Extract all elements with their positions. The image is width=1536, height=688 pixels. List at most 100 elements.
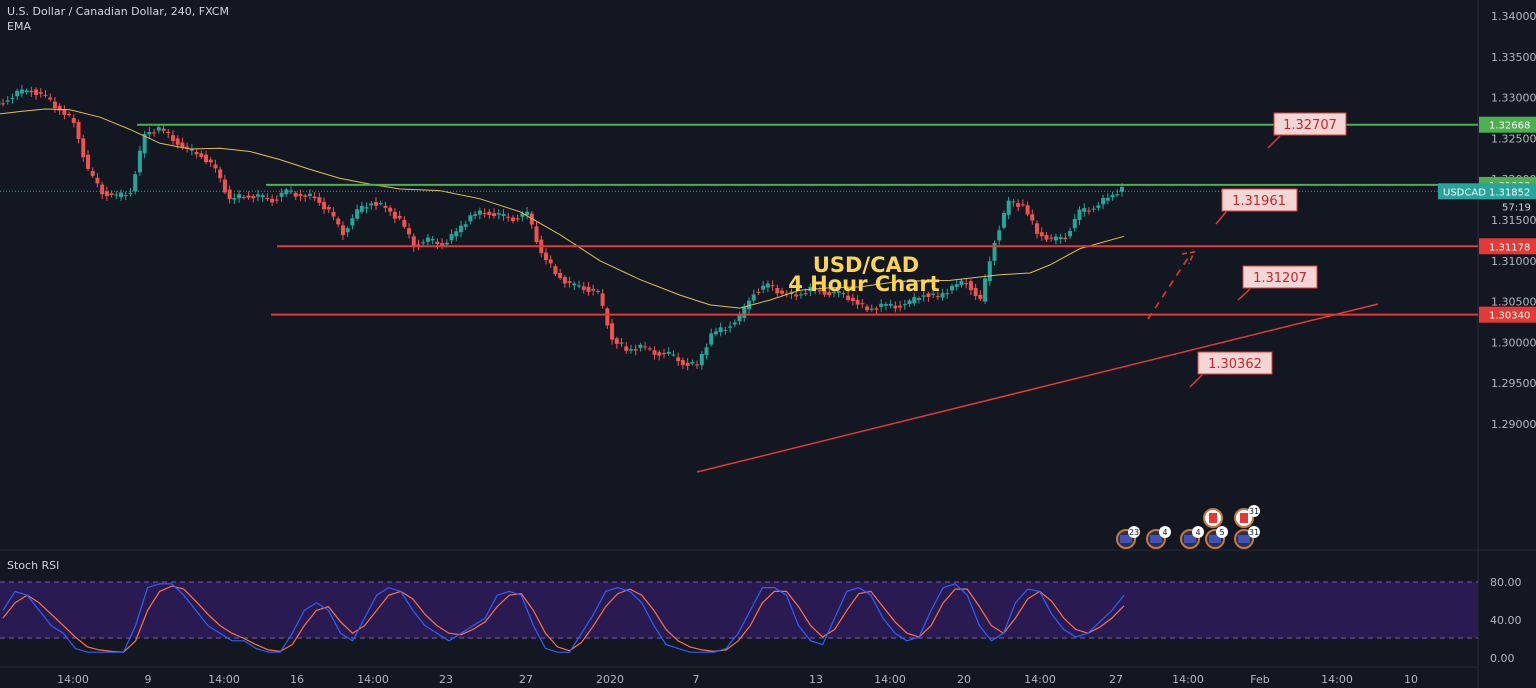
candle-body[interactable] (312, 196, 317, 199)
candle-body[interactable] (1049, 237, 1054, 239)
candle-body[interactable] (487, 211, 492, 216)
candle-body[interactable] (1001, 212, 1006, 228)
candle-body[interactable] (95, 177, 100, 184)
candle-body[interactable] (586, 286, 591, 292)
candle-body[interactable] (322, 202, 327, 210)
candle-body[interactable] (100, 184, 105, 195)
candle-body[interactable] (836, 291, 841, 293)
candle-body[interactable] (43, 94, 48, 96)
candle-body[interactable] (770, 285, 775, 287)
candle-body[interactable] (5, 100, 10, 102)
candle-body[interactable] (572, 283, 577, 286)
candle-body[interactable] (397, 215, 402, 219)
candle-body[interactable] (388, 207, 393, 212)
candle-body[interactable] (983, 278, 988, 302)
candle-body[interactable] (973, 288, 978, 296)
candle-body[interactable] (898, 305, 903, 308)
candle-body[interactable] (425, 237, 430, 242)
candle-body[interactable] (251, 196, 256, 199)
candle-body[interactable] (1091, 208, 1096, 210)
candle-body[interactable] (865, 306, 870, 311)
candle-body[interactable] (765, 283, 770, 288)
candle-body[interactable] (506, 216, 511, 218)
candle-body[interactable] (1058, 237, 1063, 240)
candle-body[interactable] (680, 360, 685, 365)
candle-body[interactable] (10, 98, 15, 100)
candle-body[interactable] (1082, 208, 1087, 212)
candle-body[interactable] (29, 90, 34, 93)
candle-body[interactable] (718, 327, 723, 333)
candle-body[interactable] (378, 203, 383, 205)
candle-body[interactable] (860, 303, 865, 305)
candle-body[interactable] (449, 234, 454, 241)
candle-body[interactable] (846, 295, 851, 300)
candle-body[interactable] (194, 152, 199, 155)
candle-body[interactable] (987, 261, 992, 282)
candle-body[interactable] (222, 179, 227, 193)
candle-body[interactable] (1086, 210, 1091, 212)
candle-body[interactable] (1035, 223, 1040, 234)
candle-body[interactable] (888, 304, 893, 306)
candle-body[interactable] (463, 224, 468, 227)
candle-body[interactable] (38, 92, 43, 94)
candle-body[interactable] (279, 192, 284, 197)
candle-body[interactable] (119, 192, 124, 198)
candle-body[interactable] (374, 202, 378, 206)
candle-body[interactable] (605, 308, 610, 326)
candle-body[interactable] (128, 193, 133, 195)
candle-body[interactable] (180, 142, 185, 148)
candle-body[interactable] (81, 138, 86, 158)
candle-body[interactable] (274, 199, 279, 201)
candle-body[interactable] (260, 195, 265, 198)
candle-body[interactable] (638, 344, 643, 348)
candle-body[interactable] (912, 297, 917, 304)
candle-body[interactable] (142, 134, 147, 154)
candle-body[interactable] (699, 353, 704, 366)
candle-body[interactable] (737, 315, 742, 322)
candle-body[interactable] (350, 218, 355, 226)
candle-body[interactable] (1053, 236, 1058, 241)
candle-body[interactable] (709, 333, 714, 345)
candle-body[interactable] (581, 286, 586, 290)
candle-body[interactable] (166, 131, 171, 134)
candle-body[interactable] (685, 362, 690, 366)
candle-body[interactable] (218, 169, 223, 179)
candle-body[interactable] (15, 90, 20, 97)
candle-body[interactable] (515, 218, 520, 220)
candle-body[interactable] (931, 293, 936, 295)
candle-body[interactable] (175, 138, 180, 145)
event-badge-us[interactable]: 4 (1146, 526, 1171, 549)
candle-body[interactable] (19, 89, 24, 94)
candle-body[interactable] (945, 293, 950, 295)
candle-body[interactable] (1016, 203, 1021, 207)
candle-body[interactable] (1072, 219, 1077, 229)
event-badge-us[interactable]: 5 (1205, 526, 1228, 549)
candle-body[interactable] (1011, 201, 1016, 203)
candle-body[interactable] (534, 226, 539, 243)
candle-body[interactable] (109, 193, 114, 196)
candle-body[interactable] (968, 281, 973, 291)
candle-body[interactable] (775, 288, 780, 294)
candle-body[interactable] (440, 243, 445, 247)
candle-body[interactable] (1068, 231, 1073, 237)
candle-body[interactable] (355, 209, 360, 219)
candle-body[interactable] (67, 113, 72, 116)
candle-body[interactable] (761, 285, 766, 290)
candle-body[interactable] (114, 194, 119, 196)
candle-body[interactable] (520, 213, 525, 217)
candle-body[interactable] (185, 146, 190, 148)
candle-body[interactable] (841, 293, 846, 295)
event-badge-us[interactable]: 4 (1180, 526, 1204, 549)
candle-body[interactable] (558, 273, 563, 279)
candle-body[interactable] (756, 291, 761, 293)
ema-indicator-label[interactable]: EMA (7, 20, 31, 33)
candle-body[interactable] (501, 214, 506, 216)
candle-body[interactable] (402, 220, 407, 227)
candle-body[interactable] (577, 285, 582, 287)
candle-body[interactable] (723, 329, 728, 331)
candle-body[interactable] (562, 277, 567, 284)
candle-body[interactable] (1020, 204, 1025, 206)
candle-body[interactable] (614, 338, 619, 344)
candle-body[interactable] (52, 101, 57, 109)
